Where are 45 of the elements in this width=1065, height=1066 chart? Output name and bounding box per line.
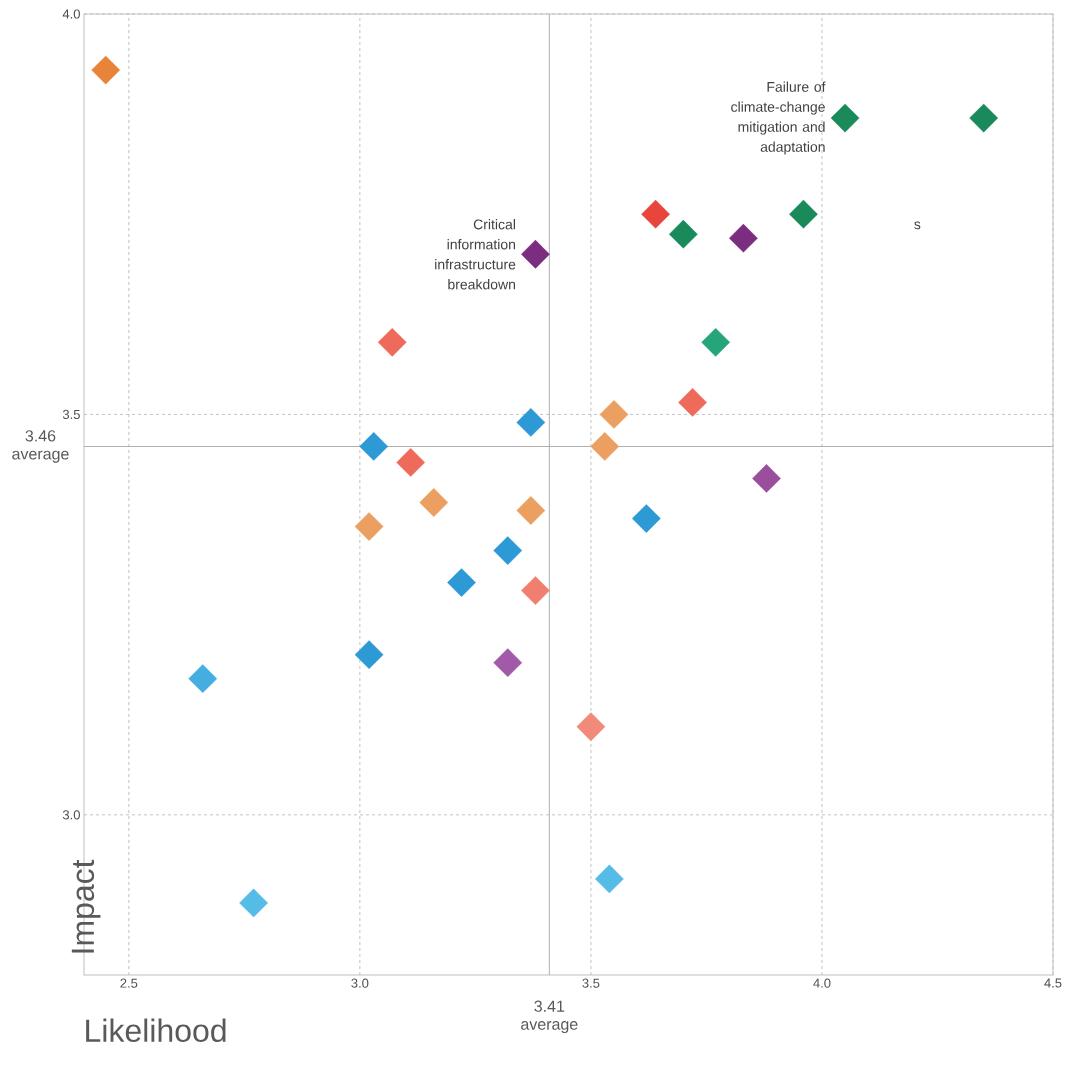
point — [641, 199, 670, 229]
y-tick-label: 3.5 — [62, 409, 80, 420]
y-axis-title: Impact — [71, 859, 101, 953]
point — [396, 448, 425, 477]
x-tick-label: 4.0 — [813, 978, 831, 988]
x-tick-label: 3.0 — [351, 978, 369, 988]
point — [594, 864, 624, 894]
point — [359, 432, 388, 461]
point — [678, 388, 707, 417]
point — [520, 239, 550, 269]
x-tick-label: 4.5 — [1044, 978, 1062, 988]
point — [239, 888, 268, 918]
annotation: Critical information infrastructure breakdown — [435, 219, 516, 290]
point — [590, 432, 619, 461]
point — [631, 504, 661, 533]
point — [520, 576, 550, 605]
y-tick-label: 3.0 — [62, 810, 80, 820]
point — [354, 640, 384, 669]
point — [354, 512, 384, 541]
point — [969, 103, 998, 133]
point — [377, 328, 407, 357]
annotation: Failure of climate-change mitigation and adaptation — [731, 81, 826, 155]
point — [91, 55, 120, 85]
point — [599, 400, 629, 429]
point — [576, 712, 606, 742]
point — [516, 496, 546, 525]
point — [188, 664, 217, 694]
y-tick-label: 4.0 — [62, 9, 80, 19]
point — [788, 199, 818, 229]
x-tick-label: 2.5 — [120, 978, 138, 988]
point — [516, 408, 546, 437]
ref-line-label: 3.46 average — [12, 430, 69, 463]
annotation: s — [914, 221, 921, 230]
x-tick-label: 3.5 — [582, 978, 600, 988]
point — [830, 103, 860, 133]
point — [493, 648, 522, 678]
x-axis-title: Likelihood — [85, 1018, 226, 1043]
ref-line-label: 3.41 average — [520, 1000, 578, 1034]
point — [493, 536, 522, 565]
point — [668, 219, 698, 249]
point — [728, 223, 758, 253]
point — [751, 464, 781, 493]
point — [419, 488, 448, 517]
point — [701, 328, 730, 357]
point — [447, 568, 476, 597]
